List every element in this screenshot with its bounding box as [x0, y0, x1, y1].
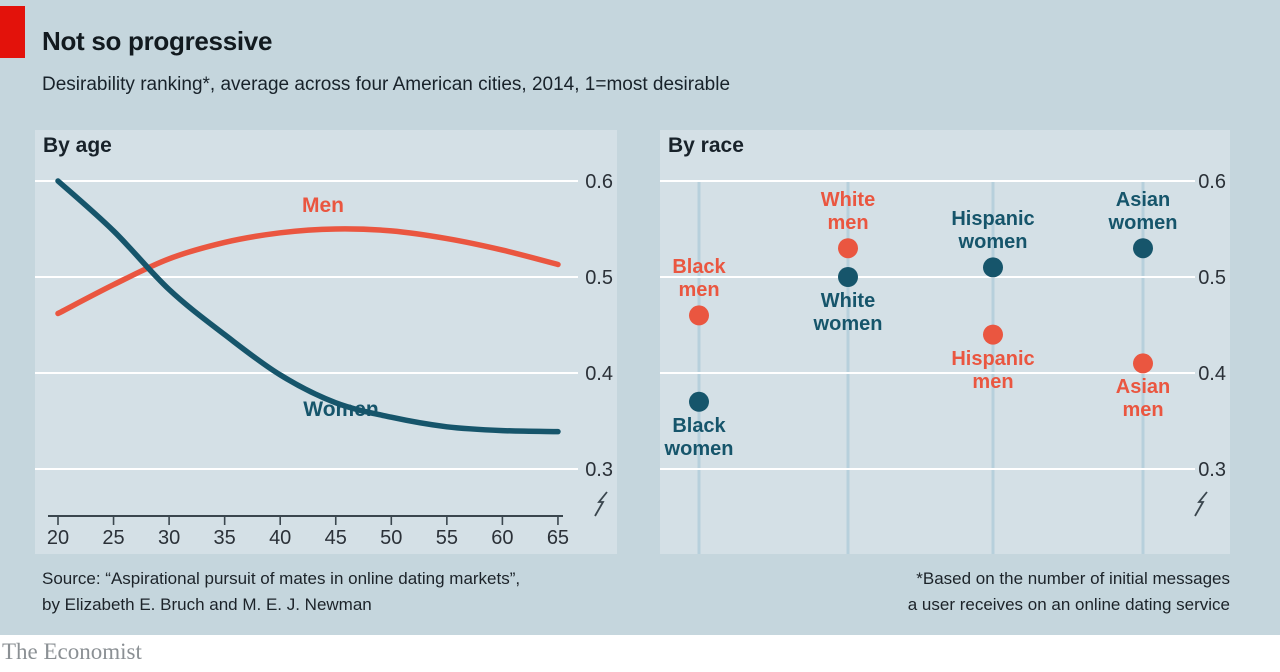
page-subtitle: Desirability ranking*, average across fo…: [42, 74, 731, 95]
y-axis-tick-label: 0.4: [1198, 363, 1226, 385]
page-title: Not so progressive: [42, 26, 273, 56]
x-axis-tick-label: 60: [491, 527, 513, 549]
race-panel: By race 0.6 0.5 0.4 0.3 Black men Black wome…: [660, 130, 1230, 554]
race-dot-label: White men: [820, 189, 876, 235]
y-axis-tick-label: 0.4: [585, 363, 613, 385]
race-dot: [1133, 353, 1153, 374]
race-dot: [689, 391, 709, 412]
race-dot-label: White women: [813, 290, 883, 335]
footnote-line: *Based on the number of initial messages: [916, 569, 1230, 588]
x-axis-tick-label: 50: [380, 527, 402, 549]
age-line-chart: 0.6 0.5 0.4 0.3 20 25 30 35 40 45 50 55 60 65: [35, 171, 613, 549]
men-series-label: Men: [302, 194, 344, 217]
race-dot: [838, 267, 858, 287]
y-axis-tick-label: 0.3: [1198, 459, 1226, 481]
race-dot-chart: 0.6 0.5 0.4 0.3: [660, 171, 1226, 554]
race-dot-label: Black men: [672, 256, 726, 302]
source-line: by Elizabeth E. Bruch and M. E. J. Newma…: [42, 595, 372, 614]
race-panel-title: By race: [668, 134, 744, 157]
x-axis-tick-label: 25: [102, 527, 124, 549]
y-axis-tick-label: 0.5: [1198, 267, 1226, 289]
axis-break-icon: [1194, 491, 1208, 517]
x-axis-tick-label: 30: [158, 527, 180, 549]
source-line: Source: “Aspirational pursuit of mates i…: [42, 569, 521, 588]
women-series-label: Women: [303, 398, 379, 421]
race-dot: [983, 257, 1003, 278]
economist-red-tab: [0, 6, 25, 58]
x-axis-tick-label: 65: [547, 527, 569, 549]
y-axis-tick-label: 0.3: [585, 459, 613, 481]
race-dot-label: Black women: [664, 414, 734, 460]
footnote: *Based on the number of initial messages…: [908, 566, 1230, 618]
race-dot: [983, 324, 1003, 345]
x-axis-tick-label: 45: [325, 527, 347, 549]
y-axis-tick-label: 0.5: [585, 267, 613, 289]
age-panel-title: By age: [43, 134, 112, 157]
age-panel: By age 0.6 0.5 0.4 0.3 20 25 30 35 40 45 50 55 60 65 …: [35, 130, 617, 554]
y-axis-tick-label: 0.6: [585, 171, 613, 193]
race-dot: [689, 305, 709, 326]
race-dot: [838, 238, 858, 259]
x-axis-tick-label: 55: [436, 527, 458, 549]
axis-break-icon: [594, 491, 608, 517]
race-dot: [1133, 238, 1153, 259]
footnote-line: a user receives on an online dating serv…: [907, 595, 1230, 614]
x-axis-tick-label: 40: [269, 527, 291, 549]
race-dot-label: Hispanic women: [951, 208, 1035, 254]
race-dot-label: Hispanic men: [951, 347, 1035, 393]
x-axis-tick-label: 35: [214, 527, 236, 549]
source-note: Source: “Aspirational pursuit of mates i…: [42, 566, 520, 618]
x-axis-tick-label: 20: [47, 527, 69, 549]
race-dot-label: Asian men: [1115, 376, 1171, 422]
brand-wordmark: The Economist: [2, 639, 142, 664]
chart-card: Not so progressive Desirability ranking*…: [0, 0, 1280, 635]
y-axis-tick-label: 0.6: [1198, 171, 1226, 193]
race-dot-label: Asian women: [1108, 189, 1178, 235]
